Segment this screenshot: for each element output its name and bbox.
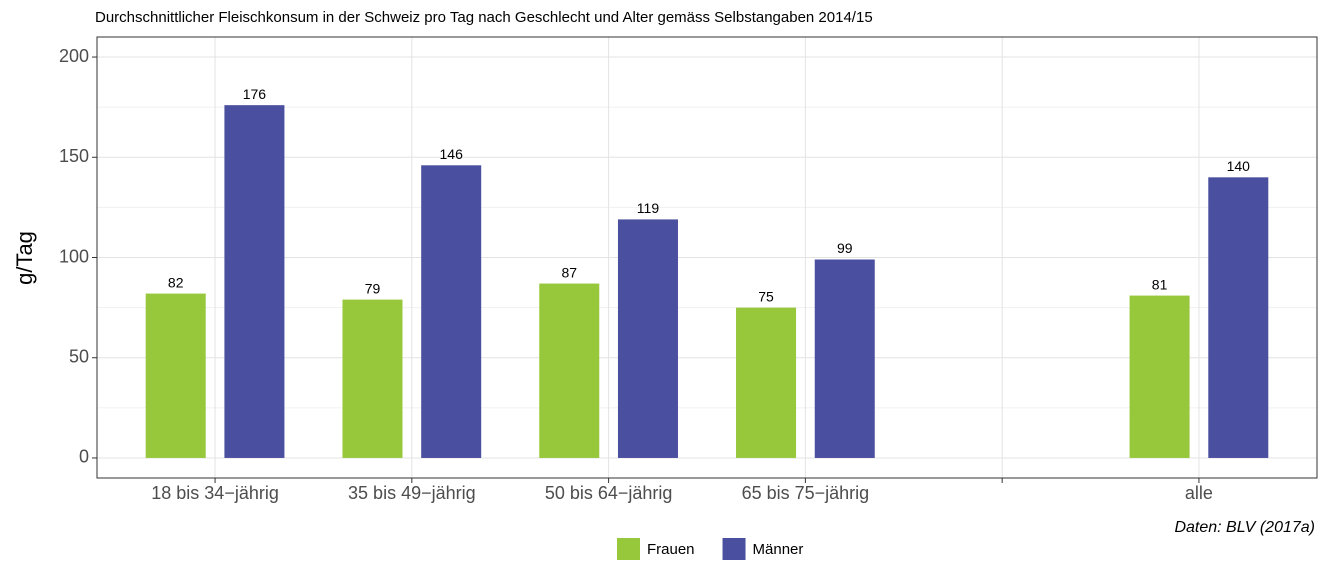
bar [421,165,482,458]
bar [1208,177,1269,458]
bar [617,219,678,458]
value-label: 81 [1152,276,1168,292]
y-tick-label: 50 [69,346,89,366]
x-tick-label: 50 bis 64−jährig [545,483,673,503]
x-tick-label: 35 bis 49−jährig [348,483,476,503]
bar [145,293,206,458]
x-tick-label: 18 bis 34−jährig [151,483,279,503]
chart-title: Durchschnittlicher Fleischkonsum in der … [95,9,873,26]
caption: Daten: BLV (2017a) [1174,519,1315,536]
y-tick-label: 150 [59,146,89,166]
y-tick-label: 100 [59,246,89,266]
y-tick-label: 200 [59,46,89,66]
y-tick-label: 0 [79,447,89,467]
value-label: 119 [637,200,660,216]
value-label: 146 [440,146,464,162]
bar [224,105,285,458]
value-label: 75 [758,288,774,304]
value-label: 79 [365,280,381,296]
legend-label: Männer [753,541,804,558]
bar [736,307,797,458]
legend-swatch [617,538,640,560]
value-label: 87 [561,264,577,280]
value-label: 176 [243,86,267,102]
value-label: 82 [168,274,184,290]
bar [1129,295,1190,458]
bar [539,283,600,458]
legend-label: Frauen [647,541,695,558]
x-tick-label: alle [1185,483,1213,503]
x-tick-label: 65 bis 75−jährig [742,483,870,503]
bar [342,299,403,458]
legend-swatch [722,538,746,560]
y-axis-label: g/Tag [12,231,37,285]
value-label: 99 [837,240,853,256]
plot-border [96,36,1318,479]
bar [814,259,875,458]
value-label: 140 [1227,158,1251,174]
